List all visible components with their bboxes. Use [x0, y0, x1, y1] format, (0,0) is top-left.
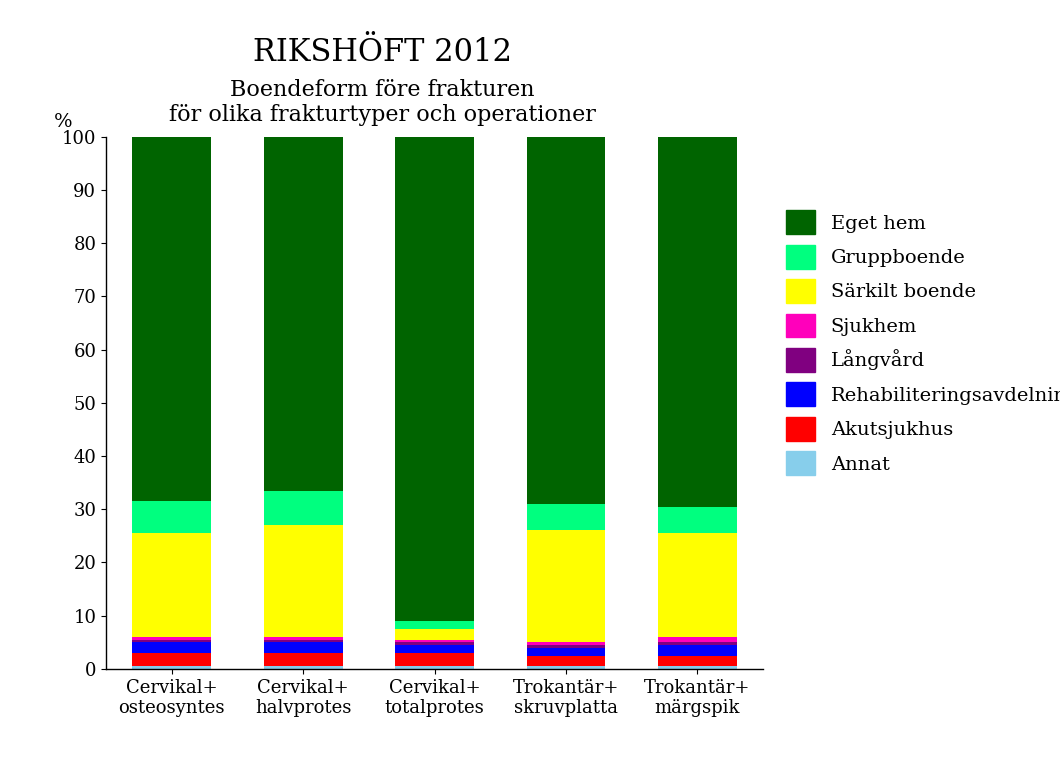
Bar — [132, 502, 211, 534]
Bar — [527, 642, 605, 644]
Bar — [658, 644, 737, 655]
Bar — [264, 637, 342, 640]
Bar — [132, 534, 211, 637]
Bar — [658, 637, 737, 642]
Bar — [264, 525, 342, 637]
Bar — [658, 642, 737, 644]
Text: Boendeform före frakturen
för olika frakturtyper och operationer: Boendeform före frakturen för olika frak… — [169, 79, 596, 126]
Bar — [264, 137, 342, 491]
Bar — [132, 137, 211, 502]
Bar — [395, 137, 474, 621]
Bar — [264, 653, 342, 666]
Bar — [527, 137, 605, 504]
Bar — [395, 666, 474, 669]
Bar — [395, 644, 474, 653]
Bar — [264, 642, 342, 653]
Bar — [658, 666, 737, 669]
Bar — [395, 629, 474, 640]
Legend: Eget hem, Gruppboende, Särkilt boende, Sjukhem, Långvård, Rehabiliteringsavdelni: Eget hem, Gruppboende, Särkilt boende, S… — [787, 211, 1060, 475]
Text: RIKSHÖFT 2012: RIKSHÖFT 2012 — [252, 36, 512, 68]
Bar — [132, 666, 211, 669]
Text: %: % — [53, 113, 72, 131]
Bar — [132, 653, 211, 666]
Bar — [264, 491, 342, 525]
Bar — [264, 666, 342, 669]
Bar — [132, 640, 211, 642]
Bar — [395, 642, 474, 644]
Bar — [658, 506, 737, 534]
Bar — [658, 655, 737, 666]
Bar — [527, 666, 605, 669]
Bar — [527, 530, 605, 642]
Bar — [658, 534, 737, 637]
Bar — [527, 648, 605, 655]
Bar — [395, 653, 474, 666]
Bar — [395, 640, 474, 642]
Bar — [527, 644, 605, 648]
Bar — [264, 640, 342, 642]
Bar — [658, 137, 737, 507]
Bar — [132, 637, 211, 640]
Bar — [132, 642, 211, 653]
Bar — [527, 504, 605, 530]
Bar — [527, 655, 605, 666]
Bar — [395, 621, 474, 629]
